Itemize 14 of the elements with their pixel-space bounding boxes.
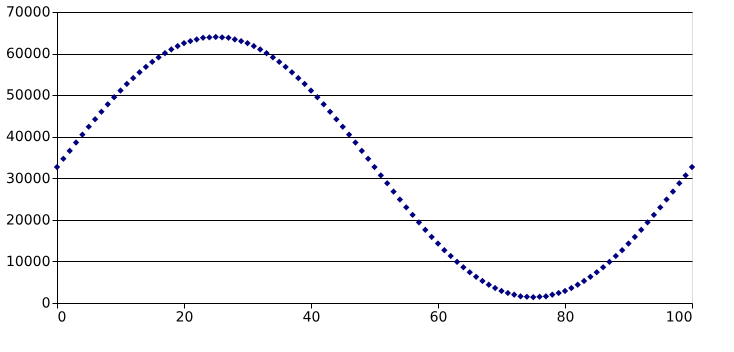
- y-tick-label: 40000: [6, 129, 50, 146]
- x-tick-label: 100: [666, 310, 692, 326]
- x-tick-label: 60: [430, 310, 448, 326]
- x-tick-label: 20: [176, 310, 194, 326]
- x-tick-label: 40: [302, 310, 320, 326]
- x-tick-label: 80: [556, 310, 574, 326]
- y-tick-label: 30000: [6, 170, 50, 187]
- y-tick-label: 10000: [6, 254, 50, 270]
- y-tick-label: 60000: [6, 46, 50, 62]
- y-tick-label: 70000: [6, 4, 50, 20]
- x-tick-label: 0: [58, 310, 66, 326]
- y-tick-label: 50000: [6, 88, 50, 104]
- y-tick-label: 20000: [6, 212, 50, 228]
- y-tick-label: 0: [42, 296, 50, 312]
